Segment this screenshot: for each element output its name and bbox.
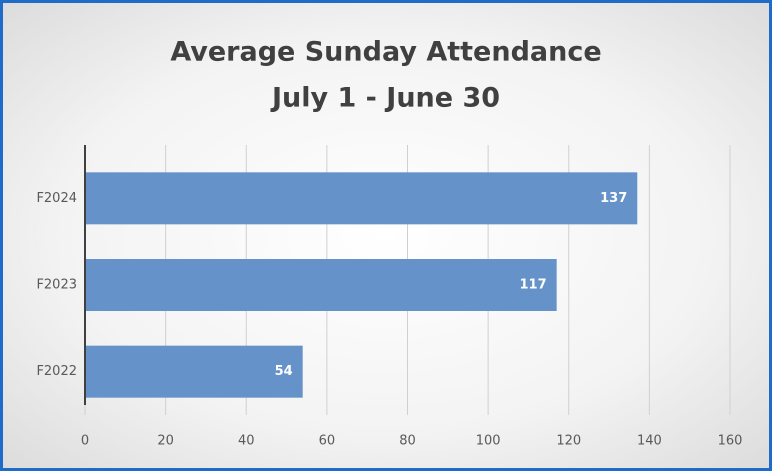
bar bbox=[85, 345, 303, 398]
chart-subtitle: July 1 - June 30 bbox=[270, 83, 500, 114]
bar bbox=[85, 172, 638, 225]
x-tick-label: 20 bbox=[157, 434, 174, 449]
bar bbox=[85, 259, 557, 311]
x-tick-label: 60 bbox=[319, 434, 336, 449]
data-label: 54 bbox=[275, 364, 293, 379]
data-label: 137 bbox=[600, 191, 627, 206]
x-tick-label: 0 bbox=[81, 434, 89, 449]
x-tick-label: 100 bbox=[476, 434, 501, 449]
chart-title: Average Sunday Attendance bbox=[170, 37, 601, 68]
x-tick-label: 140 bbox=[637, 434, 662, 449]
x-tick-label: 120 bbox=[556, 434, 581, 449]
y-tick-label: F2023 bbox=[36, 278, 77, 293]
y-tick-label: F2022 bbox=[36, 364, 77, 379]
chart: Average Sunday Attendance July 1 - June … bbox=[36, 37, 743, 449]
data-label: 117 bbox=[520, 278, 547, 293]
x-tick-label: 80 bbox=[399, 434, 416, 449]
x-tick-label: 160 bbox=[718, 434, 743, 449]
y-tick-label: F2024 bbox=[36, 191, 77, 206]
x-tick-label: 40 bbox=[238, 434, 255, 449]
